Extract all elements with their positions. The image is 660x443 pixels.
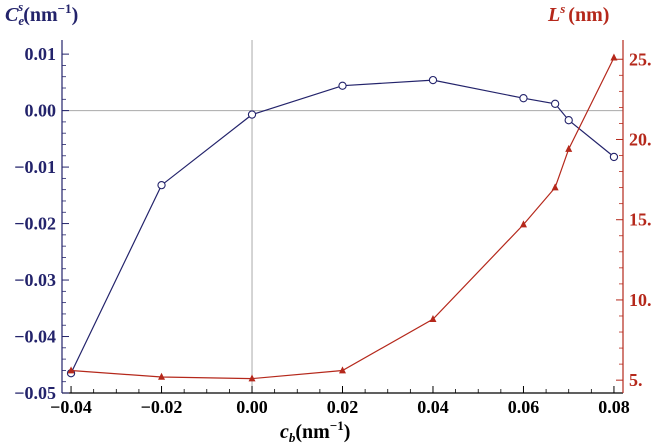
y-right-tick-label: 20. — [629, 129, 652, 149]
x-tick-label: 0.08 — [598, 397, 630, 417]
data-point-circle — [428, 75, 438, 85]
x-tick-label: −0.02 — [141, 397, 183, 417]
y-right-tick-label: 10. — [629, 290, 652, 310]
data-point-triangle — [519, 220, 527, 228]
data-point-circle — [519, 94, 528, 103]
data-point-circle — [609, 152, 619, 162]
data-point-triangle — [610, 53, 618, 61]
data-point-triangle — [551, 183, 559, 191]
y-left-tick-label: −0.01 — [14, 157, 56, 177]
x-axis-title: cb(nm−1) — [280, 418, 350, 443]
series-line-curvature — [70, 79, 615, 374]
data-point-triangle — [158, 372, 166, 380]
series-line-length — [70, 57, 615, 380]
data-point-circle — [247, 110, 257, 119]
y-left-tick-label: −0.05 — [14, 383, 56, 403]
y-left-tick-label: −0.04 — [14, 327, 56, 347]
y-left-axis-title: Ces(nm−1) — [5, 0, 78, 28]
y-left-tick-label: −0.02 — [14, 214, 56, 234]
series-layer — [66, 53, 619, 382]
x-tick-label: 0.04 — [417, 397, 449, 417]
y-right-tick-label: 25. — [629, 49, 652, 69]
y-left-tick-label: 0.01 — [25, 44, 57, 64]
data-point-circle — [338, 81, 347, 90]
data-point-triangle — [339, 366, 346, 374]
x-tick-label: 0.02 — [327, 397, 359, 417]
data-point-triangle — [67, 366, 75, 374]
y-right-tick-label: 15. — [629, 210, 652, 230]
y-left-tick-label: 0.00 — [25, 101, 57, 121]
data-point-triangle — [429, 314, 437, 322]
data-point-circle — [550, 99, 560, 108]
y-right-tick-label: 5. — [629, 370, 643, 390]
x-tick-label: 0.00 — [236, 397, 268, 417]
data-point-triangle — [565, 144, 573, 152]
data-point-circle — [564, 116, 573, 125]
x-tick-label: 0.06 — [508, 397, 540, 417]
data-point-circle — [157, 181, 166, 190]
y-left-tick-label: −0.03 — [14, 270, 56, 290]
x-tick-label: −0.04 — [50, 397, 92, 417]
axes — [61, 40, 624, 394]
y-right-axis-title: Ls (nm) — [547, 1, 609, 26]
data-point-triangle — [248, 374, 256, 382]
tick-labels: −0.04 −0.02 0.00 0.02 0.04 0.06 0.08 0.01 0.00 −0… — [14, 44, 651, 417]
